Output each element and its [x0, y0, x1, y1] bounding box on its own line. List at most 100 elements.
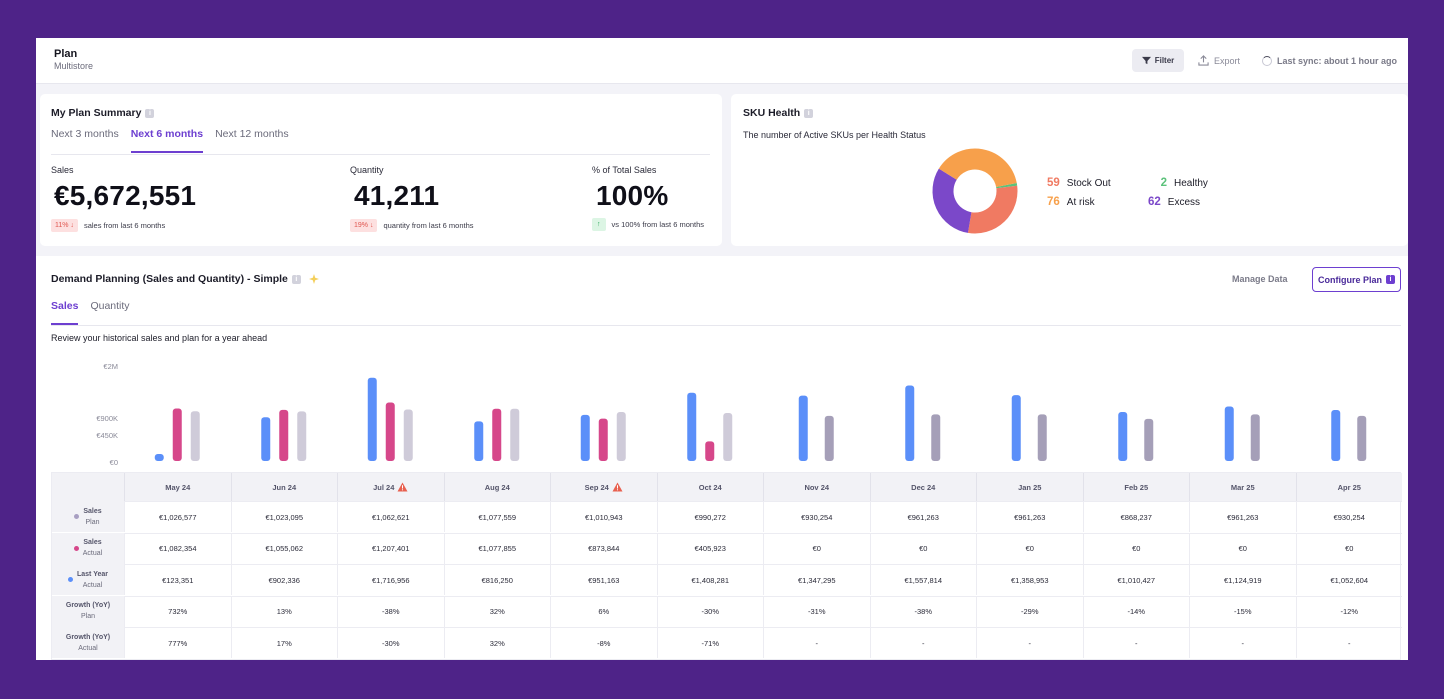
column-header-mar-25: Mar 25: [1189, 473, 1296, 501]
bar-sales-plan-jul-24[interactable]: [403, 409, 413, 461]
row-label-title: Growth (YoY): [65, 602, 111, 609]
column-header-jan-25: Jan 25: [976, 473, 1083, 501]
bar-sales-plan-may-24[interactable]: [190, 411, 200, 461]
sync-status: Last sync: about 1 hour ago: [1262, 49, 1397, 72]
sparkle-icon: [308, 274, 319, 284]
column-header-oct-24: Oct 24: [656, 473, 764, 501]
table-cell: €123,351: [124, 564, 231, 595]
row-label: Growth (YoY) Plan: [52, 595, 124, 627]
donut-slice-at-risk[interactable]: [938, 148, 1017, 188]
table-cell: -38%: [869, 595, 976, 627]
bar-last-year-actual-oct-24[interactable]: [687, 392, 697, 461]
legend-at-risk-count: 76: [1047, 196, 1060, 208]
table-cell: €873,844: [550, 532, 657, 564]
table-cell: €990,272: [656, 501, 763, 532]
table-cell: -12%: [1295, 595, 1402, 627]
sales-metric-delta: 11% ↓ sales from last 6 months: [51, 219, 165, 232]
table-cell: -: [1295, 627, 1402, 658]
tab-next-6-months[interactable]: Next 6 months: [130, 128, 204, 153]
table-cell: €1,026,577: [124, 501, 231, 532]
bar-sales-plan-mar-25[interactable]: [1250, 414, 1260, 461]
row-label: Sales Actual: [52, 532, 124, 564]
bar-sales-plan-dec-24[interactable]: [931, 414, 941, 461]
table-cell: 13%: [230, 595, 337, 627]
bar-sales-plan-oct-24[interactable]: [723, 412, 733, 461]
page-subtitle: Multistore: [54, 61, 94, 71]
table-cell: -: [869, 627, 976, 658]
bar-sales-plan-jun-24[interactable]: [297, 411, 307, 461]
info-icon[interactable]: i: [145, 108, 155, 118]
bar-last-year-actual-jul-24[interactable]: [367, 377, 377, 461]
tab-quantity[interactable]: Quantity: [90, 300, 130, 312]
bar-last-year-actual-may-24[interactable]: [154, 454, 164, 461]
bar-sales-actual-aug-24[interactable]: [492, 408, 502, 461]
share-delta-note: vs 100% from last 6 months: [611, 220, 705, 229]
bar-last-year-actual-apr-25[interactable]: [1331, 409, 1341, 461]
bar-last-year-actual-sep-24[interactable]: [580, 414, 590, 461]
export-label: Export: [1214, 55, 1241, 66]
table-cell: €961,263: [869, 501, 976, 532]
bar-sales-plan-jan-25[interactable]: [1037, 414, 1047, 461]
bar-sales-plan-sep-24[interactable]: [616, 411, 626, 461]
table-cell: -71%: [656, 627, 763, 658]
bar-sales-actual-sep-24[interactable]: [598, 418, 608, 461]
bar-sales-actual-jun-24[interactable]: [279, 409, 289, 461]
legend-stock-out-count: 59: [1047, 177, 1060, 189]
table-cell: €1,052,604: [1295, 564, 1402, 595]
table-cell: €1,716,956: [337, 564, 444, 595]
column-header-label: May 24: [165, 482, 191, 492]
table-cell: €0: [1189, 532, 1296, 564]
quantity-metric-label: Quantity: [350, 165, 384, 175]
table-cell: €1,358,953: [976, 564, 1083, 595]
bar-sales-plan-apr-25[interactable]: [1357, 415, 1367, 461]
legend-at-risk: 76 At risk: [1047, 196, 1095, 208]
tab-next-3-months[interactable]: Next 3 months: [51, 128, 119, 140]
info-icon[interactable]: i: [804, 108, 814, 118]
plan-summary-card: My Plan Summary i Next 3 months Next 6 m…: [40, 94, 722, 246]
bar-sales-plan-aug-24[interactable]: [510, 408, 520, 461]
table-cell: €1,010,943: [550, 501, 657, 532]
bar-sales-plan-nov-24[interactable]: [824, 415, 834, 461]
bar-sales-actual-may-24[interactable]: [172, 408, 182, 461]
table-cell: €868,237: [1082, 501, 1189, 532]
series-dot-icon: [73, 545, 79, 551]
bar-last-year-actual-aug-24[interactable]: [474, 421, 484, 461]
bar-sales-actual-jul-24[interactable]: [385, 402, 395, 461]
warning-icon[interactable]: [612, 482, 623, 492]
legend-excess-label: Excess: [1167, 196, 1201, 208]
bar-last-year-actual-dec-24[interactable]: [905, 385, 915, 461]
row-label: Last Year Actual: [52, 564, 124, 595]
manage-data-link[interactable]: Manage Data: [1232, 274, 1288, 284]
bar-sales-actual-oct-24[interactable]: [705, 441, 715, 461]
bar-last-year-actual-mar-25[interactable]: [1224, 406, 1234, 461]
bar-last-year-actual-jun-24[interactable]: [261, 417, 271, 461]
tab-sales[interactable]: Sales: [51, 300, 79, 325]
summary-tabs: Next 3 months Next 6 months Next 12 mont…: [51, 128, 301, 153]
tab-next-12-months[interactable]: Next 12 months: [215, 128, 289, 140]
sku-health-title: SKU Health i: [743, 107, 814, 119]
donut-slice-stock-out[interactable]: [967, 185, 1018, 234]
configure-plan-button[interactable]: Configure Plan i: [1312, 267, 1401, 292]
table-cell: €0: [976, 532, 1083, 564]
row-label-title: Sales: [83, 507, 102, 515]
divider: [51, 154, 710, 155]
donut-slice-excess[interactable]: [932, 168, 973, 233]
column-header-label: Feb 25: [1124, 482, 1149, 492]
column-header-label: Jul 24: [373, 482, 395, 492]
table-cell: 32%: [443, 595, 550, 627]
export-button[interactable]: Export: [1198, 49, 1240, 72]
bar-last-year-actual-feb-25[interactable]: [1118, 411, 1128, 461]
filter-button[interactable]: Filter: [1132, 49, 1184, 72]
row-label-title: Last Year: [76, 570, 108, 578]
table-cell: 6%: [550, 595, 657, 627]
bar-last-year-actual-nov-24[interactable]: [798, 395, 808, 461]
warning-icon[interactable]: [397, 482, 408, 492]
row-label-title: Growth (YoY): [65, 633, 111, 641]
top-bar: Plan Multistore Filter Export Last sync:…: [36, 38, 1408, 84]
table-cell: €1,347,295: [763, 564, 870, 595]
column-header-jul-24: Jul 24: [337, 473, 444, 501]
bar-sales-plan-feb-25[interactable]: [1144, 418, 1154, 461]
info-icon[interactable]: i: [291, 274, 301, 284]
bar-last-year-actual-jan-25[interactable]: [1011, 395, 1021, 461]
configure-plan-label: Configure Plan: [1317, 274, 1382, 285]
